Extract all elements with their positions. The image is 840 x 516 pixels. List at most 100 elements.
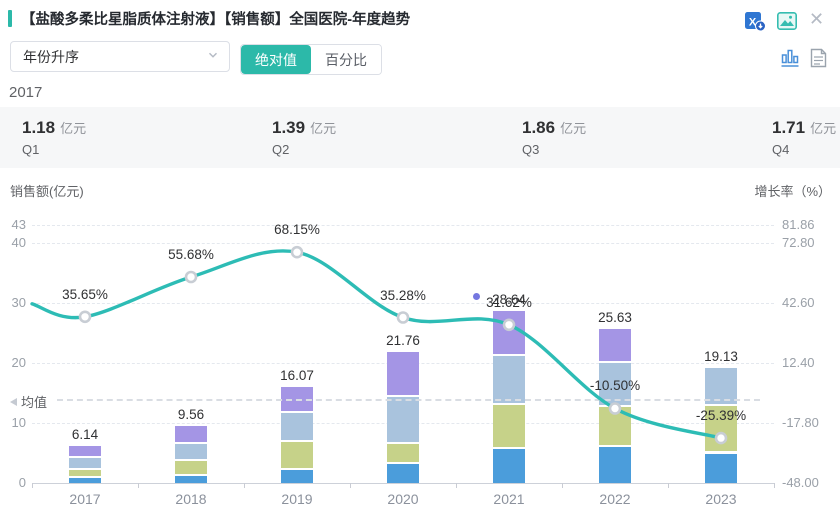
quarter-card-q2: 1.39 亿元 Q2	[272, 118, 502, 157]
bar-segment-2020-Q3[interactable]	[387, 394, 419, 443]
sort-dropdown[interactable]: 年份升序	[10, 41, 230, 72]
x-axis-tick	[138, 483, 139, 488]
close-icon[interactable]: ✕	[809, 9, 825, 29]
growth-point-2019[interactable]	[290, 245, 304, 259]
growth-rate-label: -25.39%	[695, 408, 747, 424]
growth-rate-label: 68.15%	[274, 222, 320, 238]
image-export-icon[interactable]	[777, 12, 797, 35]
growth-line-path	[30, 249, 723, 440]
right-tick-label: 12.40	[782, 355, 815, 370]
left-axis-title: 销售额(亿元)	[10, 184, 84, 199]
growth-point-2021[interactable]	[502, 318, 516, 332]
right-tick-label: -48.00	[782, 475, 819, 490]
bar-segment-2019-Q2[interactable]	[281, 439, 313, 468]
bar-segment-2023-Q1[interactable]	[705, 451, 737, 483]
bar-segment-2020-Q4[interactable]	[387, 352, 419, 395]
growth-rate-label: 31.62%	[486, 294, 532, 310]
quarter-value: 1.18 亿元	[22, 118, 87, 137]
bar-segment-2017-Q2[interactable]	[69, 467, 101, 476]
x-category-label: 2021	[493, 491, 525, 507]
gridline-0	[32, 483, 774, 484]
x-category-label: 2022	[599, 491, 631, 507]
combo-chart[interactable]: 0 -48.00 10 -17.80 20 12.40 30 42.60 40 72.80 43 81…	[0, 186, 840, 516]
left-tick-label: 20	[11, 355, 26, 370]
bar-chart-view-icon[interactable]	[780, 47, 800, 73]
growth-rate-label: -10.50%	[589, 378, 641, 394]
bar-segment-2021-Q2[interactable]	[493, 403, 525, 447]
bar-segment-2019-Q3[interactable]	[281, 411, 313, 440]
growth-point-2017[interactable]	[78, 310, 92, 324]
bar-total-label: 6.14	[71, 427, 99, 443]
svg-text:X: X	[749, 17, 757, 29]
chevron-down-icon	[207, 48, 219, 66]
bar-segment-2022-Q4[interactable]	[599, 329, 631, 362]
right-tick-label: 42.60	[782, 295, 815, 310]
bar-segment-2017-Q1[interactable]	[69, 475, 101, 483]
bar-segment-2017-Q3[interactable]	[69, 456, 101, 468]
x-category-label: 2018	[175, 491, 207, 507]
growth-point-2020[interactable]	[396, 311, 410, 324]
bar-total-label: 9.56	[177, 406, 205, 422]
excel-export-icon[interactable]: X	[744, 10, 766, 37]
bar-segment-2019-Q4[interactable]	[281, 386, 313, 412]
x-category-label: 2017	[69, 491, 101, 507]
bar-segment-2022-Q3[interactable]	[599, 361, 631, 406]
bar-segment-2019-Q1[interactable]	[281, 467, 313, 483]
value-mode-toggle: 绝对值 百分比	[240, 44, 382, 75]
x-category-label: 2020	[387, 491, 419, 507]
gridline-43	[32, 225, 774, 226]
right-axis-title: 增长率（%）	[754, 184, 831, 199]
bar-segment-2020-Q2[interactable]	[387, 442, 419, 462]
growth-rate-label: 35.28%	[380, 287, 426, 303]
quarter-label: Q4	[772, 142, 790, 157]
x-axis-tick	[562, 483, 563, 488]
mean-arrow-left-icon	[10, 397, 17, 406]
bar-segment-2023-Q3[interactable]	[705, 368, 737, 405]
bar-segment-2020-Q1[interactable]	[387, 461, 419, 483]
bar-segment-2017-Q4[interactable]	[69, 446, 101, 457]
quarter-card-q4: 1.71 亿元 Q4	[772, 118, 840, 157]
bar-segment-2021-Q1[interactable]	[493, 446, 525, 483]
bar-segment-2018-Q1[interactable]	[175, 473, 207, 483]
bar-segment-2021-Q4[interactable]	[493, 311, 525, 354]
table-view-icon[interactable]	[810, 48, 827, 73]
x-axis-tick	[774, 483, 775, 488]
growth-rate-label: 35.65%	[62, 286, 108, 302]
bar-segment-2018-Q2[interactable]	[175, 459, 207, 474]
left-tick-label: 30	[11, 295, 26, 310]
mean-line-label[interactable]: 均值	[10, 392, 47, 411]
percentage-tab[interactable]: 百分比	[311, 45, 381, 74]
x-axis-tick	[32, 483, 33, 488]
left-tick-label: 0	[18, 475, 26, 490]
quarter-value: 1.39 亿元	[272, 118, 337, 137]
left-tick-label: 40	[11, 235, 26, 250]
quarter-label: Q2	[272, 142, 290, 157]
bar-segment-2021-Q3[interactable]	[493, 353, 525, 403]
mean-reference-line	[57, 399, 760, 402]
right-tick-label: -17.80	[782, 415, 819, 430]
absolute-value-tab[interactable]: 绝对值	[241, 45, 311, 74]
quarter-value: 1.71 亿元	[772, 118, 837, 137]
bar-total-label: 21.76	[386, 333, 420, 349]
summary-year-label: 2017	[9, 84, 43, 101]
bar-total-label: 19.13	[704, 349, 738, 365]
bar-total-label: 16.07	[280, 367, 314, 383]
growth-point-2023[interactable]	[714, 431, 728, 445]
quarter-label: Q1	[22, 142, 40, 157]
right-tick-label: 81.86	[782, 217, 815, 232]
bar-segment-2018-Q4[interactable]	[175, 425, 207, 442]
gridline-40	[32, 243, 774, 244]
growth-rate-line	[30, 245, 728, 445]
bar-segment-2018-Q3[interactable]	[175, 441, 207, 460]
quarter-summary-strip: 1.18 亿元 Q1 1.39 亿元 Q2 1.86 亿元 Q3 1.71 亿元 Q4	[0, 107, 840, 168]
x-axis-tick	[244, 483, 245, 488]
page-title: 【盐酸多柔比星脂质体注射液】【销售额】全国医院-年度趋势	[21, 12, 411, 28]
left-tick-label: 10	[11, 415, 26, 430]
bar-segment-2022-Q1[interactable]	[599, 445, 631, 483]
growth-point-2018[interactable]	[184, 270, 198, 284]
quarter-value: 1.86 亿元	[522, 118, 587, 137]
x-category-label: 2019	[281, 491, 313, 507]
growth-point-2022[interactable]	[608, 402, 622, 415]
gridline-30	[32, 303, 774, 304]
